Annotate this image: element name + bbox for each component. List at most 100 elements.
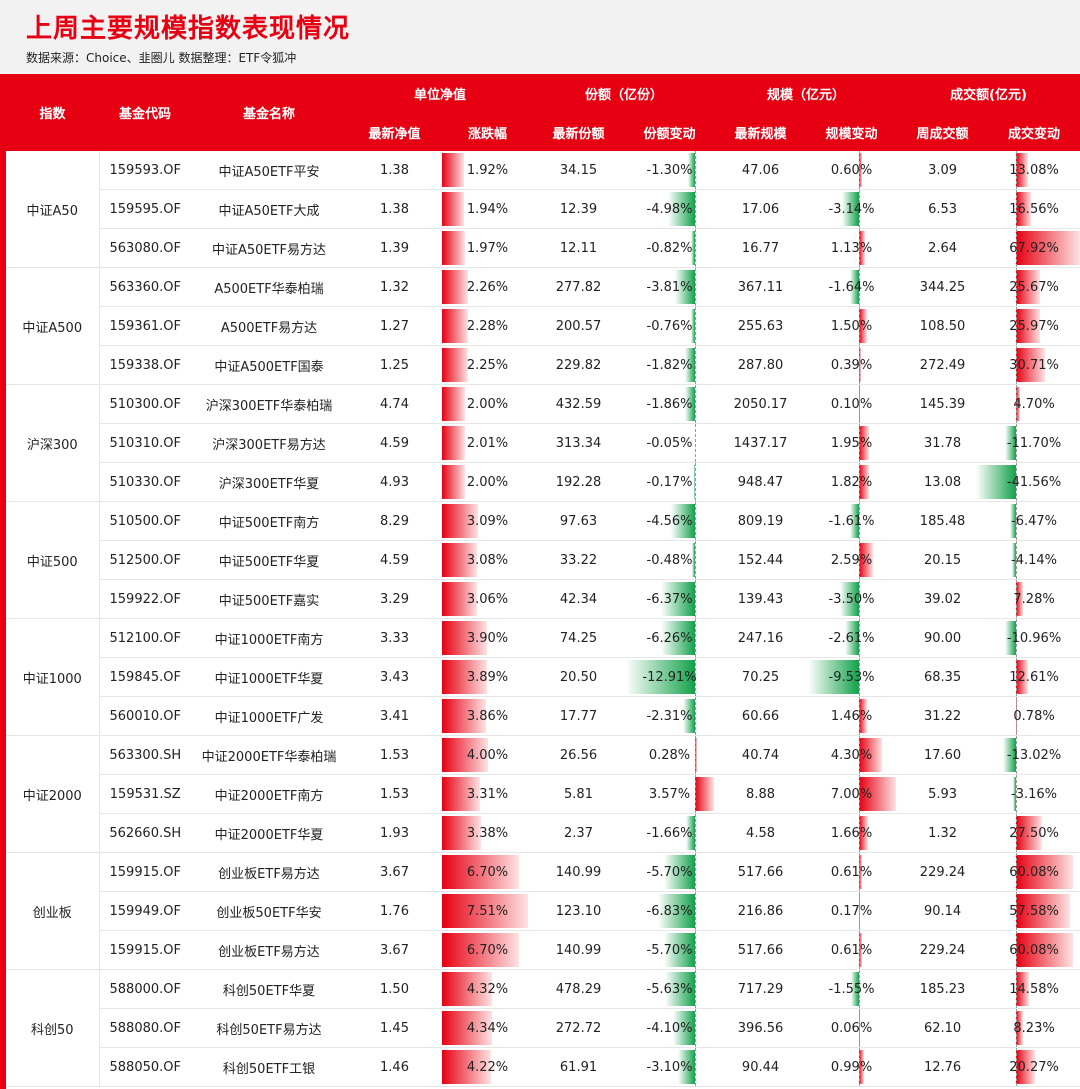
cell-value: 6.70% bbox=[466, 864, 509, 880]
zero-axis bbox=[1015, 346, 1017, 384]
data-bar bbox=[1015, 582, 1023, 616]
cell-share-chg: -0.48% bbox=[624, 540, 716, 580]
zero-axis bbox=[695, 229, 696, 267]
cell-name: 中证1000ETF南方 bbox=[191, 618, 347, 658]
cell-value: 0.78% bbox=[1013, 708, 1055, 724]
zero-axis bbox=[858, 658, 860, 696]
cell-scale: 517.66 bbox=[715, 852, 807, 892]
cell-value: -10.96% bbox=[1006, 630, 1062, 646]
cell-name: 中证500ETF南方 bbox=[191, 501, 347, 541]
data-bar bbox=[442, 933, 520, 967]
cell-turnover: 344.25 bbox=[897, 267, 989, 307]
cell-value: 1.13% bbox=[830, 240, 873, 256]
cell-pct: 3.06% bbox=[442, 579, 534, 619]
cell-value: 8.23% bbox=[1013, 1020, 1055, 1036]
cell-value: -6.47% bbox=[1011, 513, 1058, 529]
cell-share-chg: -0.17% bbox=[624, 462, 716, 502]
cell-share-chg: -6.26% bbox=[624, 618, 716, 658]
zero-axis bbox=[1015, 580, 1017, 618]
cell-value: 25.97% bbox=[1009, 318, 1059, 334]
cell-turnover-chg: -6.47% bbox=[988, 501, 1080, 541]
cell-name: 沪深300ETF易方达 bbox=[191, 423, 347, 463]
zero-axis bbox=[858, 307, 860, 345]
cell-nav: 4.74 bbox=[347, 384, 442, 424]
data-bar bbox=[850, 504, 859, 538]
cell-value: -2.61% bbox=[828, 630, 875, 646]
cell-share: 277.82 bbox=[533, 267, 625, 307]
cell-turnover-chg: -3.16% bbox=[988, 774, 1080, 814]
cell-scale-chg: 1.82% bbox=[806, 462, 898, 502]
zero-axis bbox=[858, 619, 860, 657]
index-group-label: 创业板 bbox=[6, 852, 100, 970]
cell-share: 229.82 bbox=[533, 345, 625, 385]
table-row: 159531.SZ 中证2000ETF南方 1.53 3.31% 5.81 3.57% 8.… bbox=[6, 774, 1080, 814]
cell-scale-chg: -1.61% bbox=[806, 501, 898, 541]
cell-share: 74.25 bbox=[533, 618, 625, 658]
table-row: 中证1000 512100.OF 中证1000ETF南方 3.33 3.90% 74.25… bbox=[6, 618, 1080, 736]
cell-turnover: 229.24 bbox=[897, 852, 989, 892]
zero-axis bbox=[695, 580, 696, 618]
cell-value: 27.50% bbox=[1009, 825, 1059, 841]
zero-axis bbox=[695, 463, 696, 501]
header-index: 指数 bbox=[6, 74, 99, 151]
cell-value: 12.61% bbox=[1009, 669, 1059, 685]
header-scale-chg: 规模变动 bbox=[806, 113, 898, 151]
cell-value: -0.17% bbox=[646, 474, 693, 490]
data-bar bbox=[442, 465, 466, 499]
cell-value: 2.59% bbox=[830, 552, 873, 568]
cell-value: 0.28% bbox=[648, 747, 691, 763]
cell-nav: 4.59 bbox=[347, 423, 442, 463]
cell-scale-chg: 4.30% bbox=[806, 735, 898, 775]
zero-axis bbox=[695, 970, 696, 1008]
data-bar bbox=[442, 699, 487, 733]
header-group-turnover: 成交额(亿元) bbox=[897, 74, 1080, 113]
cell-share: 123.10 bbox=[533, 891, 625, 931]
zero-axis bbox=[858, 1009, 860, 1047]
cell-nav: 1.32 bbox=[347, 267, 442, 307]
cell-value: -5.63% bbox=[646, 981, 693, 997]
cell-turnover: 185.48 bbox=[897, 501, 989, 541]
cell-scale-chg: -3.50% bbox=[806, 579, 898, 619]
cell-value: 1.46% bbox=[830, 708, 873, 724]
index-group-label: 中证1000 bbox=[6, 618, 100, 736]
cell-name: 沪深300ETF华夏 bbox=[191, 462, 347, 502]
cell-code: 563360.OF bbox=[99, 267, 191, 307]
data-bar bbox=[858, 933, 863, 967]
cell-value: -0.82% bbox=[646, 240, 693, 256]
zero-axis bbox=[1015, 502, 1017, 540]
cell-turnover-chg: 12.61% bbox=[988, 657, 1080, 697]
cell-code: 588080.OF bbox=[99, 1008, 191, 1048]
cell-share-chg: -1.82% bbox=[624, 345, 716, 385]
cell-code: 588050.OF bbox=[99, 1047, 191, 1087]
cell-value: 0.06% bbox=[830, 1020, 873, 1036]
data-bar bbox=[673, 1011, 695, 1045]
cell-value: 2.26% bbox=[466, 279, 509, 295]
data-bar bbox=[858, 426, 870, 460]
cell-value: 13.08% bbox=[1009, 162, 1059, 178]
zero-axis bbox=[1015, 1009, 1017, 1047]
data-bar bbox=[442, 504, 478, 538]
data-bar bbox=[670, 504, 695, 538]
cell-turnover-chg: 20.27% bbox=[988, 1047, 1080, 1087]
cell-value: -11.70% bbox=[1006, 435, 1062, 451]
data-bar bbox=[1003, 738, 1016, 772]
cell-value: 7.28% bbox=[1013, 591, 1055, 607]
zero-axis bbox=[858, 268, 860, 306]
cell-nav: 1.25 bbox=[347, 345, 442, 385]
cell-scale-chg: 0.61% bbox=[806, 852, 898, 892]
data-bar bbox=[1004, 426, 1016, 460]
data-bar bbox=[1015, 894, 1071, 928]
zero-axis bbox=[1015, 970, 1017, 1008]
cell-value: 3.57% bbox=[648, 786, 691, 802]
index-group-label: 中证500 bbox=[6, 501, 100, 619]
data-bar bbox=[1015, 816, 1042, 850]
cell-turnover-chg: -41.56% bbox=[976, 462, 1080, 502]
cell-value: 1.50% bbox=[830, 318, 873, 334]
zero-axis bbox=[695, 736, 696, 774]
data-bar bbox=[692, 543, 695, 577]
cell-nav: 1.46 bbox=[347, 1047, 442, 1087]
cell-turnover: 108.50 bbox=[897, 306, 989, 346]
cell-pct: 3.09% bbox=[442, 501, 534, 541]
data-bar bbox=[688, 153, 695, 187]
header-scale: 最新规模 bbox=[715, 113, 807, 151]
